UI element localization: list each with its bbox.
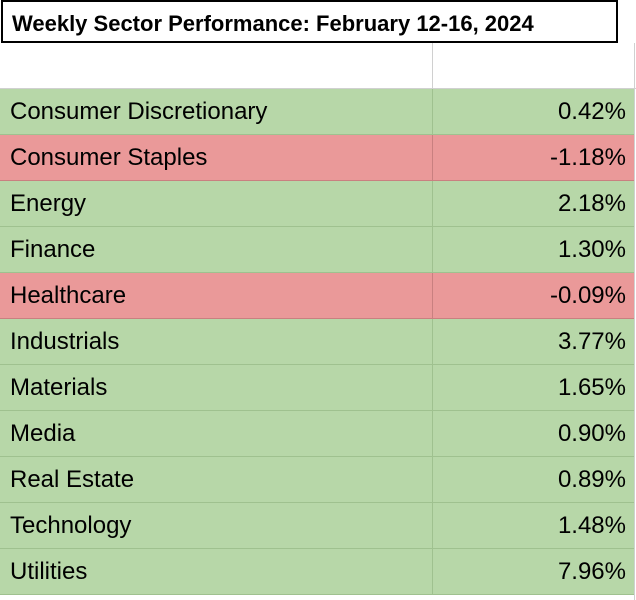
cell-divider [432,411,433,456]
sector-name[interactable]: Consumer Staples [10,144,208,171]
cell-divider [432,503,433,548]
table-row: Materials 1.65% [0,365,634,411]
cell-divider [432,135,433,180]
sector-return[interactable]: 2.18% [557,190,626,217]
table-row: Consumer Discretionary 0.42% [0,89,634,135]
cell-divider [432,319,433,364]
sector-name[interactable]: Healthcare [10,282,127,309]
cell-divider [432,457,433,502]
title-cell[interactable]: Weekly Sector Performance: February 12-1… [1,0,618,43]
table-row: Industrials 3.77% [0,319,634,365]
sector-name[interactable]: Real Estate [10,466,135,493]
cell-divider [432,365,433,410]
sector-name[interactable]: Technology [10,512,132,539]
sector-return[interactable]: 7.96% [557,558,626,585]
sector-name[interactable]: Consumer Discretionary [10,98,268,125]
grid-line [634,43,635,600]
cell-divider [432,227,433,272]
cell-divider [432,549,433,594]
sheet-title: Weekly Sector Performance: February 12-1… [12,11,534,36]
sector-return[interactable]: 0.42% [557,98,626,125]
sector-name[interactable]: Finance [10,236,96,263]
sector-return[interactable]: 3.77% [557,328,626,355]
sector-name[interactable]: Media [10,420,76,447]
table-row: Energy 2.18% [0,181,634,227]
sector-return[interactable]: -0.09% [549,282,626,309]
table-row: Consumer Staples -1.18% [0,135,634,181]
table-row: Media 0.90% [0,411,634,457]
table-row: Healthcare -0.09% [0,273,634,319]
grid-line [432,43,433,89]
sector-return[interactable]: 0.90% [557,420,626,447]
cell-divider [432,89,433,134]
cell-divider [432,273,433,318]
sector-return[interactable]: 1.30% [557,236,626,263]
sector-return[interactable]: 0.89% [557,466,626,493]
sector-return[interactable]: 1.48% [557,512,626,539]
grid-line [0,88,636,89]
sector-return[interactable]: 1.65% [557,374,626,401]
sector-name[interactable]: Utilities [10,558,88,585]
sector-name[interactable]: Energy [10,190,87,217]
sector-name[interactable]: Materials [10,374,108,401]
table-row: Technology 1.48% [0,503,634,549]
sector-name[interactable]: Industrials [10,328,120,355]
table-row: Real Estate 0.89% [0,457,634,503]
table-row: Utilities 7.96% [0,549,634,595]
sector-return[interactable]: -1.18% [549,144,626,171]
cell-divider [432,181,433,226]
table-row: Finance 1.30% [0,227,634,273]
